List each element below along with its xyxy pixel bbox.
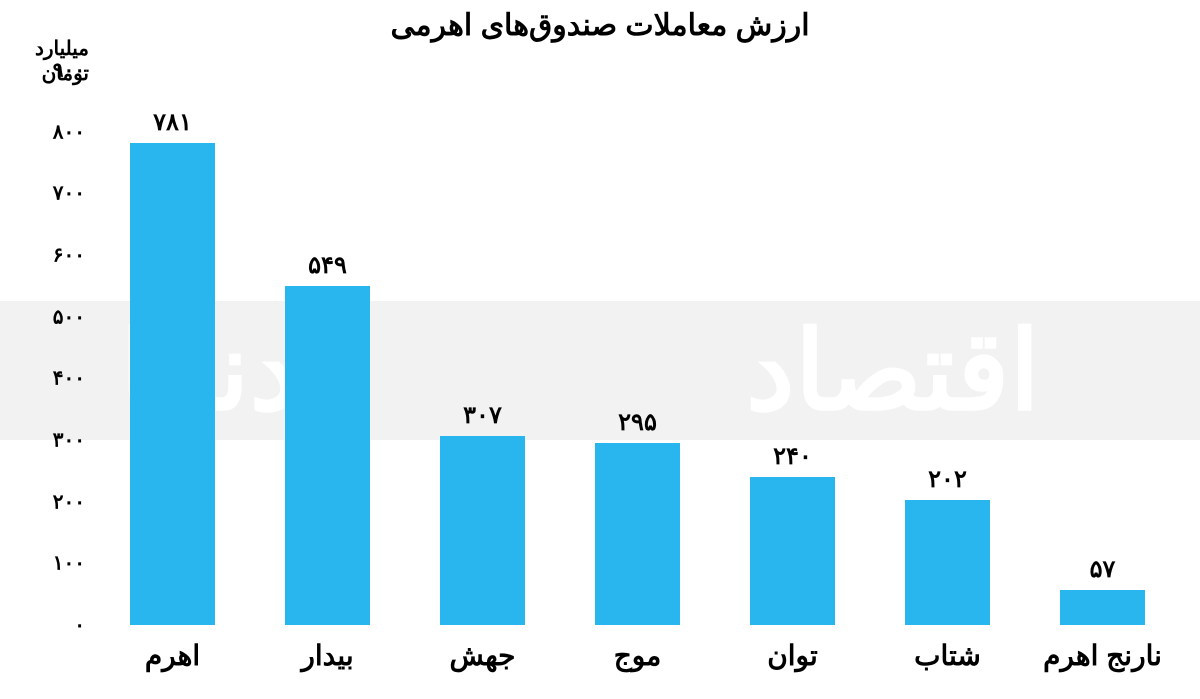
bar-chart: ارزش معاملات صندوق‌های اهرمی میلیارد توم… xyxy=(0,0,1200,699)
plot-area: ۰۱۰۰۲۰۰۳۰۰۴۰۰۵۰۰۶۰۰۷۰۰۸۰۰۹۰۰۷۸۱اهرم۵۴۹بی… xyxy=(95,70,1180,625)
x-tick-label: توان xyxy=(767,625,818,672)
bar: ۲۰۲ xyxy=(905,500,990,625)
bar-value-label: ۲۹۵ xyxy=(618,408,657,443)
y-tick-label: ۵۰۰ xyxy=(53,304,95,329)
bar: ۵۷ xyxy=(1060,590,1145,625)
x-tick-label: شتاب xyxy=(914,625,981,672)
bar-value-label: ۵۷ xyxy=(1090,555,1116,590)
bar-value-label: ۲۰۲ xyxy=(928,465,967,500)
chart-title: ارزش معاملات صندوق‌های اهرمی xyxy=(0,8,1200,43)
y-tick-label: ۷۰۰ xyxy=(53,181,95,206)
bar: ۲۴۰ xyxy=(750,477,835,625)
bar-value-label: ۳۰۷ xyxy=(463,401,502,436)
y-tick-label: ۲۰۰ xyxy=(53,489,95,514)
y-tick-label: ۹۰۰ xyxy=(53,58,95,83)
x-tick-label: جهش xyxy=(450,625,516,672)
x-tick-label: بیدار xyxy=(301,625,353,672)
y-tick-label: ۳۰۰ xyxy=(53,428,95,453)
bar-value-label: ۷۸۱ xyxy=(153,108,192,143)
bar: ۵۴۹ xyxy=(285,286,370,625)
bar: ۷۸۱ xyxy=(130,143,215,625)
bar: ۳۰۷ xyxy=(440,436,525,625)
y-tick-label: ۴۰۰ xyxy=(53,366,95,391)
y-tick-label: ۱۰۰ xyxy=(53,551,95,576)
y-tick-label: ۶۰۰ xyxy=(53,243,95,268)
x-tick-label: موج xyxy=(614,625,662,672)
x-tick-label: اهرم xyxy=(145,625,200,672)
bar: ۲۹۵ xyxy=(595,443,680,625)
y-tick-label: ۸۰۰ xyxy=(53,119,95,144)
y-tick-label: ۰ xyxy=(74,613,95,638)
x-tick-label: نارنج اهرم xyxy=(1043,625,1162,672)
bar-value-label: ۲۴۰ xyxy=(773,442,812,477)
bar-value-label: ۵۴۹ xyxy=(308,251,347,286)
